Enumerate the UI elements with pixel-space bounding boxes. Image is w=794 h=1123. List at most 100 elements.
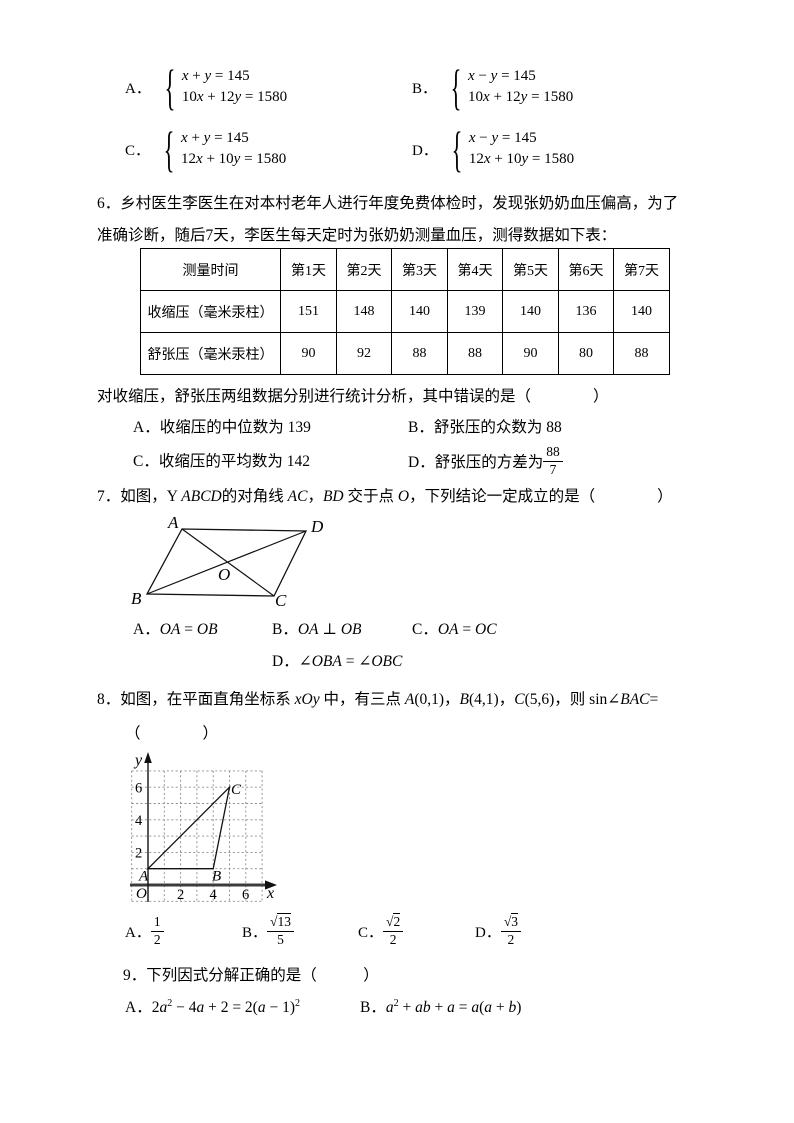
fraction: √2 2 (383, 913, 404, 947)
equation-system: x + y = 145 10x + 12y = 1580 (181, 68, 288, 105)
option-label: B． (412, 80, 438, 97)
vertex-label-d: D (310, 517, 324, 536)
table-header-cell: 第6天 (558, 248, 614, 291)
q9-option-b: B．a2 + ab + a = a(a + b) (360, 997, 522, 1016)
y-tick-2: 2 (135, 846, 142, 862)
table-row-diastolic: 舒张压（毫米汞柱） 90 92 88 88 90 80 88 (140, 332, 670, 375)
q6-question-text: 对收缩压，舒张压两组数据分别进行统计分析，其中错误的是（ ） (97, 388, 609, 405)
parallelogram-figure: A D B C O (131, 513, 324, 610)
radical: √13 (270, 913, 291, 930)
table-header-cell: 第7天 (613, 248, 670, 291)
radical: √2 (386, 913, 401, 930)
brace-glyph: { (450, 59, 462, 115)
q6-text-line1: 6．乡村医生李医生在对本村老年人进行年度免费体检时，发现张奶奶血压偏高，为了 (97, 195, 679, 212)
y-tick-6: 6 (135, 781, 142, 797)
value-cell: 80 (558, 332, 614, 375)
origin-label: O (136, 886, 147, 902)
q7-option-a: A．OA = OB (133, 621, 218, 638)
radical: √3 (503, 913, 519, 930)
value-cell: 140 (613, 290, 670, 333)
value-cell: 140 (391, 290, 448, 333)
parallelogram-symbol: Y (166, 488, 182, 505)
q5-option-a: A． { x + y = 145 10x + 12y = 1580 (125, 59, 288, 115)
q9-text: 9．下列因式分解正确的是（ ） (123, 967, 379, 984)
value-cell: 148 (336, 290, 392, 333)
value-cell: 88 (613, 332, 670, 375)
x-tick-6: 6 (242, 887, 249, 903)
table-header-cell: 第4天 (447, 248, 503, 291)
q8-option-b: B． √13 5 (242, 906, 294, 956)
q5-option-d: D． { x − y = 145 12x + 10y = 1580 (412, 121, 575, 177)
q8-text-line1: 8．如图，在平面直角坐标系 xOy 中，有三点 A(0,1)，B(4,1)，C(… (97, 691, 659, 708)
value-cell: 136 (558, 290, 614, 333)
point-label-c: C (231, 782, 242, 798)
q6-option-d: D．舒张压的方差为 88 7 (408, 440, 563, 482)
table-header-row: 测量时间 第1天 第2天 第3天 第4天 第5天 第6天 第7天 (140, 248, 670, 291)
q6-text-line2: 准确诊断，随后7天，李医生每天定时为张奶奶测量血压，测得数据如下表： (97, 227, 617, 244)
x-axis-arrow (265, 880, 277, 890)
q6-option-c: C．收缩压的平均数为 142 (133, 453, 310, 470)
option-label: A． (125, 80, 151, 97)
diagonal-bd (146, 530, 307, 595)
q5-option-c: C． { x + y = 145 12x + 10y = 1580 (125, 121, 287, 177)
fraction: 88 7 (543, 444, 563, 477)
q6-option-b: B．舒张压的众数为 88 (408, 419, 562, 436)
fraction: √13 5 (267, 913, 294, 947)
q7-text: 7．如图，Y ABCD的对角线 AC，BD 交于点 O，下列结论一定成立的是（ … (97, 488, 673, 505)
option-label: C． (125, 142, 151, 159)
x-tick-2: 2 (177, 887, 184, 903)
vertex-label-a: A (167, 513, 179, 532)
point-label-b: B (212, 869, 221, 885)
table-header-cell: 第1天 (280, 248, 337, 291)
value-cell: 88 (391, 332, 448, 375)
brace-glyph: { (164, 59, 176, 115)
point-label-a: A (138, 869, 149, 885)
equation-system: x − y = 145 10x + 12y = 1580 (468, 68, 574, 105)
x-axis-label: x (266, 885, 274, 902)
y-axis-arrow (144, 752, 152, 763)
row-label-cell: 收缩压（毫米汞柱） (140, 290, 281, 333)
fraction: √3 2 (500, 913, 522, 947)
q9-option-a: A．2a2 − 4a + 2 = 2(a − 1)2 (125, 997, 301, 1016)
brace-glyph: { (163, 121, 175, 177)
q8-option-c: C． √2 2 (358, 906, 404, 956)
q7-option-b: B．OA ⊥ OB (272, 621, 362, 638)
value-cell: 88 (447, 332, 503, 375)
value-cell: 90 (280, 332, 337, 375)
table-row-systolic: 收缩压（毫米汞柱） 151 148 140 139 140 136 140 (140, 290, 670, 333)
value-cell: 151 (280, 290, 337, 333)
value-cell: 140 (502, 290, 559, 333)
value-cell: 90 (502, 332, 559, 375)
q8-text-line2: （ ） (125, 725, 219, 742)
brace-glyph: { (451, 121, 463, 177)
equation-system: x + y = 145 12x + 10y = 1580 (181, 130, 287, 167)
table-header-cell: 第2天 (336, 248, 392, 291)
triangle-abc (146, 785, 231, 870)
option-text: D．舒张压的方差为 (408, 454, 544, 471)
coordinate-grid-figure: y x O 6 4 2 2 4 6 A B C (130, 752, 277, 903)
q7-option-c: C．OA = OC (412, 621, 497, 638)
q7-option-d: D．∠OBA = ∠OBC (272, 653, 403, 670)
table-header-cell: 第3天 (391, 248, 448, 291)
blood-pressure-table: 测量时间 第1天 第2天 第3天 第4天 第5天 第6天 第7天 收缩压（毫米汞… (140, 248, 670, 375)
x-tick-4: 4 (210, 887, 218, 903)
value-cell: 92 (336, 332, 392, 375)
row-label-cell: 舒张压（毫米汞柱） (140, 332, 281, 375)
q5-option-b: B． { x − y = 145 10x + 12y = 1580 (412, 59, 574, 115)
table-header-cell: 第5天 (502, 248, 559, 291)
option-label: D． (412, 142, 438, 159)
y-axis-label: y (133, 752, 143, 769)
value-cell: 139 (447, 290, 503, 333)
y-tick-4: 4 (135, 813, 143, 829)
grid-dashed-lines (131, 770, 263, 902)
table-header-cell: 测量时间 (140, 248, 281, 291)
equation-system: x − y = 145 12x + 10y = 1580 (468, 130, 575, 167)
q6-option-a: A．收缩压的中位数为 139 (133, 419, 311, 436)
center-label-o: O (218, 565, 230, 584)
q8-option-d: D． √3 2 (475, 906, 522, 956)
vertex-label-c: C (275, 591, 287, 610)
vertex-label-b: B (131, 589, 142, 608)
